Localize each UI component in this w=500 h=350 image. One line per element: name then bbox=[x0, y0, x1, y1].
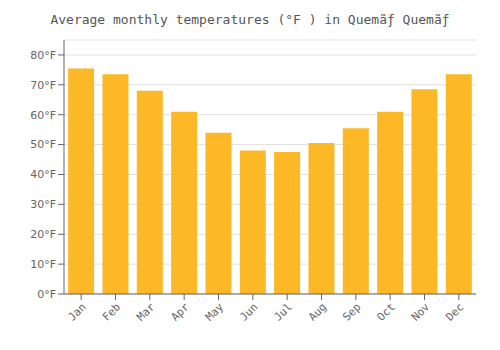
svg-text:10°F: 10°F bbox=[30, 258, 56, 271]
svg-text:80°F: 80°F bbox=[30, 49, 56, 62]
svg-text:May: May bbox=[203, 300, 227, 324]
svg-text:Feb: Feb bbox=[100, 300, 123, 323]
svg-text:Nov: Nov bbox=[409, 300, 433, 324]
svg-text:Jun: Jun bbox=[237, 300, 260, 323]
svg-text:Dec: Dec bbox=[443, 300, 466, 323]
svg-text:Oct: Oct bbox=[375, 300, 398, 323]
svg-text:50°F: 50°F bbox=[30, 138, 56, 151]
svg-text:70°F: 70°F bbox=[30, 79, 56, 92]
html-text:Average monthly temperatures (: Average monthly temperatures (°F ) in Qu… bbox=[50, 12, 450, 27]
svg-text:0°F: 0°F bbox=[37, 288, 56, 301]
svg-text:Jan: Jan bbox=[66, 300, 89, 323]
svg-text:Aug: Aug bbox=[306, 300, 329, 323]
svg-text:Sep: Sep bbox=[340, 300, 363, 323]
svg-text:60°F: 60°F bbox=[30, 109, 56, 122]
svg-text:20°F: 20°F bbox=[30, 228, 56, 241]
svg-text:Mar: Mar bbox=[134, 300, 158, 324]
svg-text:30°F: 30°F bbox=[30, 198, 56, 211]
svg-text:Jul: Jul bbox=[272, 300, 295, 323]
svg-text:Apr: Apr bbox=[169, 300, 193, 324]
svg-text:40°F: 40°F bbox=[30, 168, 56, 181]
